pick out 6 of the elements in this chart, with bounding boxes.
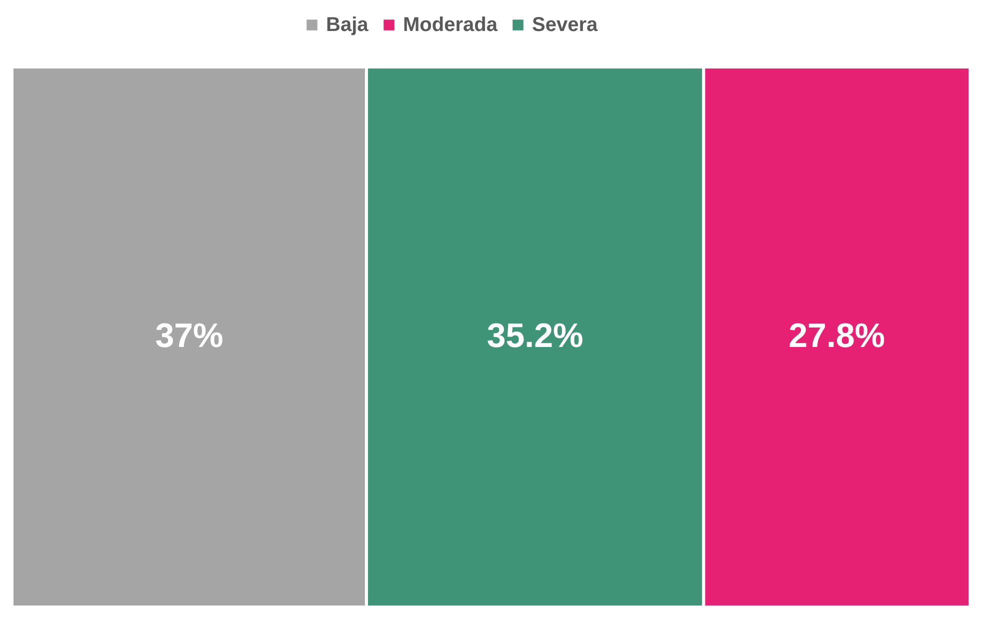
legend-label: Severa	[532, 14, 598, 36]
data-label: 35.2%	[486, 317, 584, 355]
data-label: 37%	[155, 317, 224, 355]
data-label: 27.8%	[788, 317, 886, 355]
legend-label: Baja	[326, 14, 370, 36]
legend-label: Moderada	[403, 14, 498, 36]
